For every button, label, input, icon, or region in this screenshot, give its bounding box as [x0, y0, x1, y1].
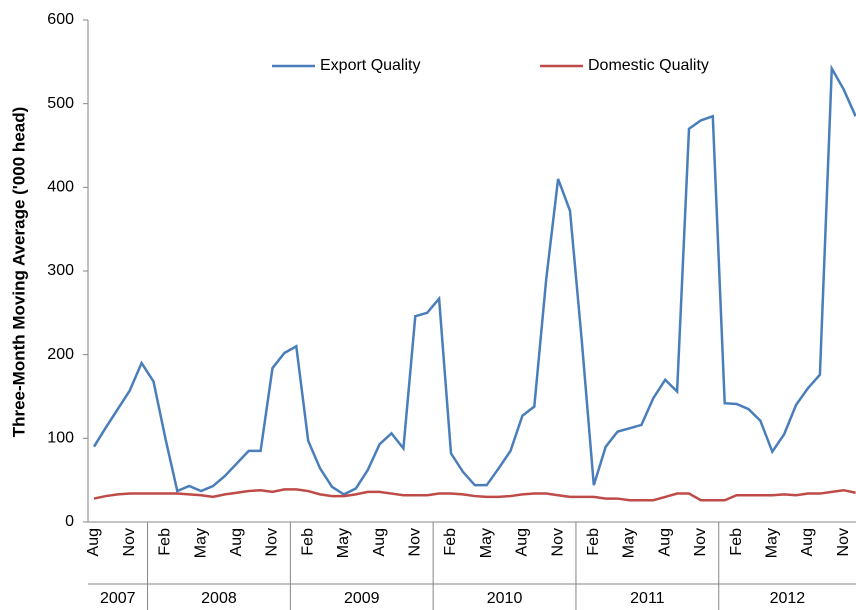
x-tick-label: Aug — [799, 528, 816, 556]
x-tick-label: Feb — [585, 528, 602, 556]
group-label: 2009 — [344, 590, 380, 607]
group-label: 2011 — [630, 590, 665, 607]
x-tick-label: Feb — [157, 528, 174, 556]
y-axis-label: Three-Month Moving Average ('000 head) — [9, 107, 28, 438]
series-line — [93, 488, 856, 502]
x-tick-label: Aug — [514, 528, 531, 556]
y-tick-label: 0 — [65, 513, 74, 530]
x-tick-label: Nov — [549, 528, 566, 556]
series-line — [92, 64, 856, 496]
y-tick-label: 500 — [47, 95, 74, 112]
group-label: 2010 — [487, 590, 523, 607]
group-label: 2007 — [100, 590, 136, 607]
x-tick-label: Feb — [728, 528, 745, 556]
x-tick-label: May — [335, 528, 352, 558]
x-tick-label: Aug — [656, 528, 673, 556]
y-tick-label: 600 — [47, 11, 74, 28]
y-tick-label: 200 — [47, 346, 74, 363]
legend-label: Domestic Quality — [588, 57, 709, 74]
y-tick-label: 400 — [47, 179, 74, 196]
x-tick-label: Feb — [299, 528, 316, 556]
x-tick-label: Nov — [121, 528, 138, 556]
x-tick-label: Aug — [85, 528, 102, 556]
x-tick-label: Nov — [264, 528, 281, 556]
y-tick-label: 300 — [47, 262, 74, 279]
x-tick-label: Nov — [835, 528, 852, 556]
x-tick-label: Nov — [692, 528, 709, 556]
legend-label: Export Quality — [320, 57, 420, 74]
group-label: 2008 — [201, 590, 237, 607]
x-tick-label: May — [621, 528, 638, 558]
group-label: 2012 — [770, 590, 806, 607]
x-tick-label: May — [478, 528, 495, 558]
y-tick-label: 100 — [47, 430, 74, 447]
x-tick-label: Aug — [228, 528, 245, 556]
x-tick-label: Nov — [407, 528, 424, 556]
x-tick-label: May — [764, 528, 781, 558]
x-tick-label: Feb — [442, 528, 459, 556]
x-tick-label: May — [192, 528, 209, 558]
x-tick-label: Aug — [371, 528, 388, 556]
